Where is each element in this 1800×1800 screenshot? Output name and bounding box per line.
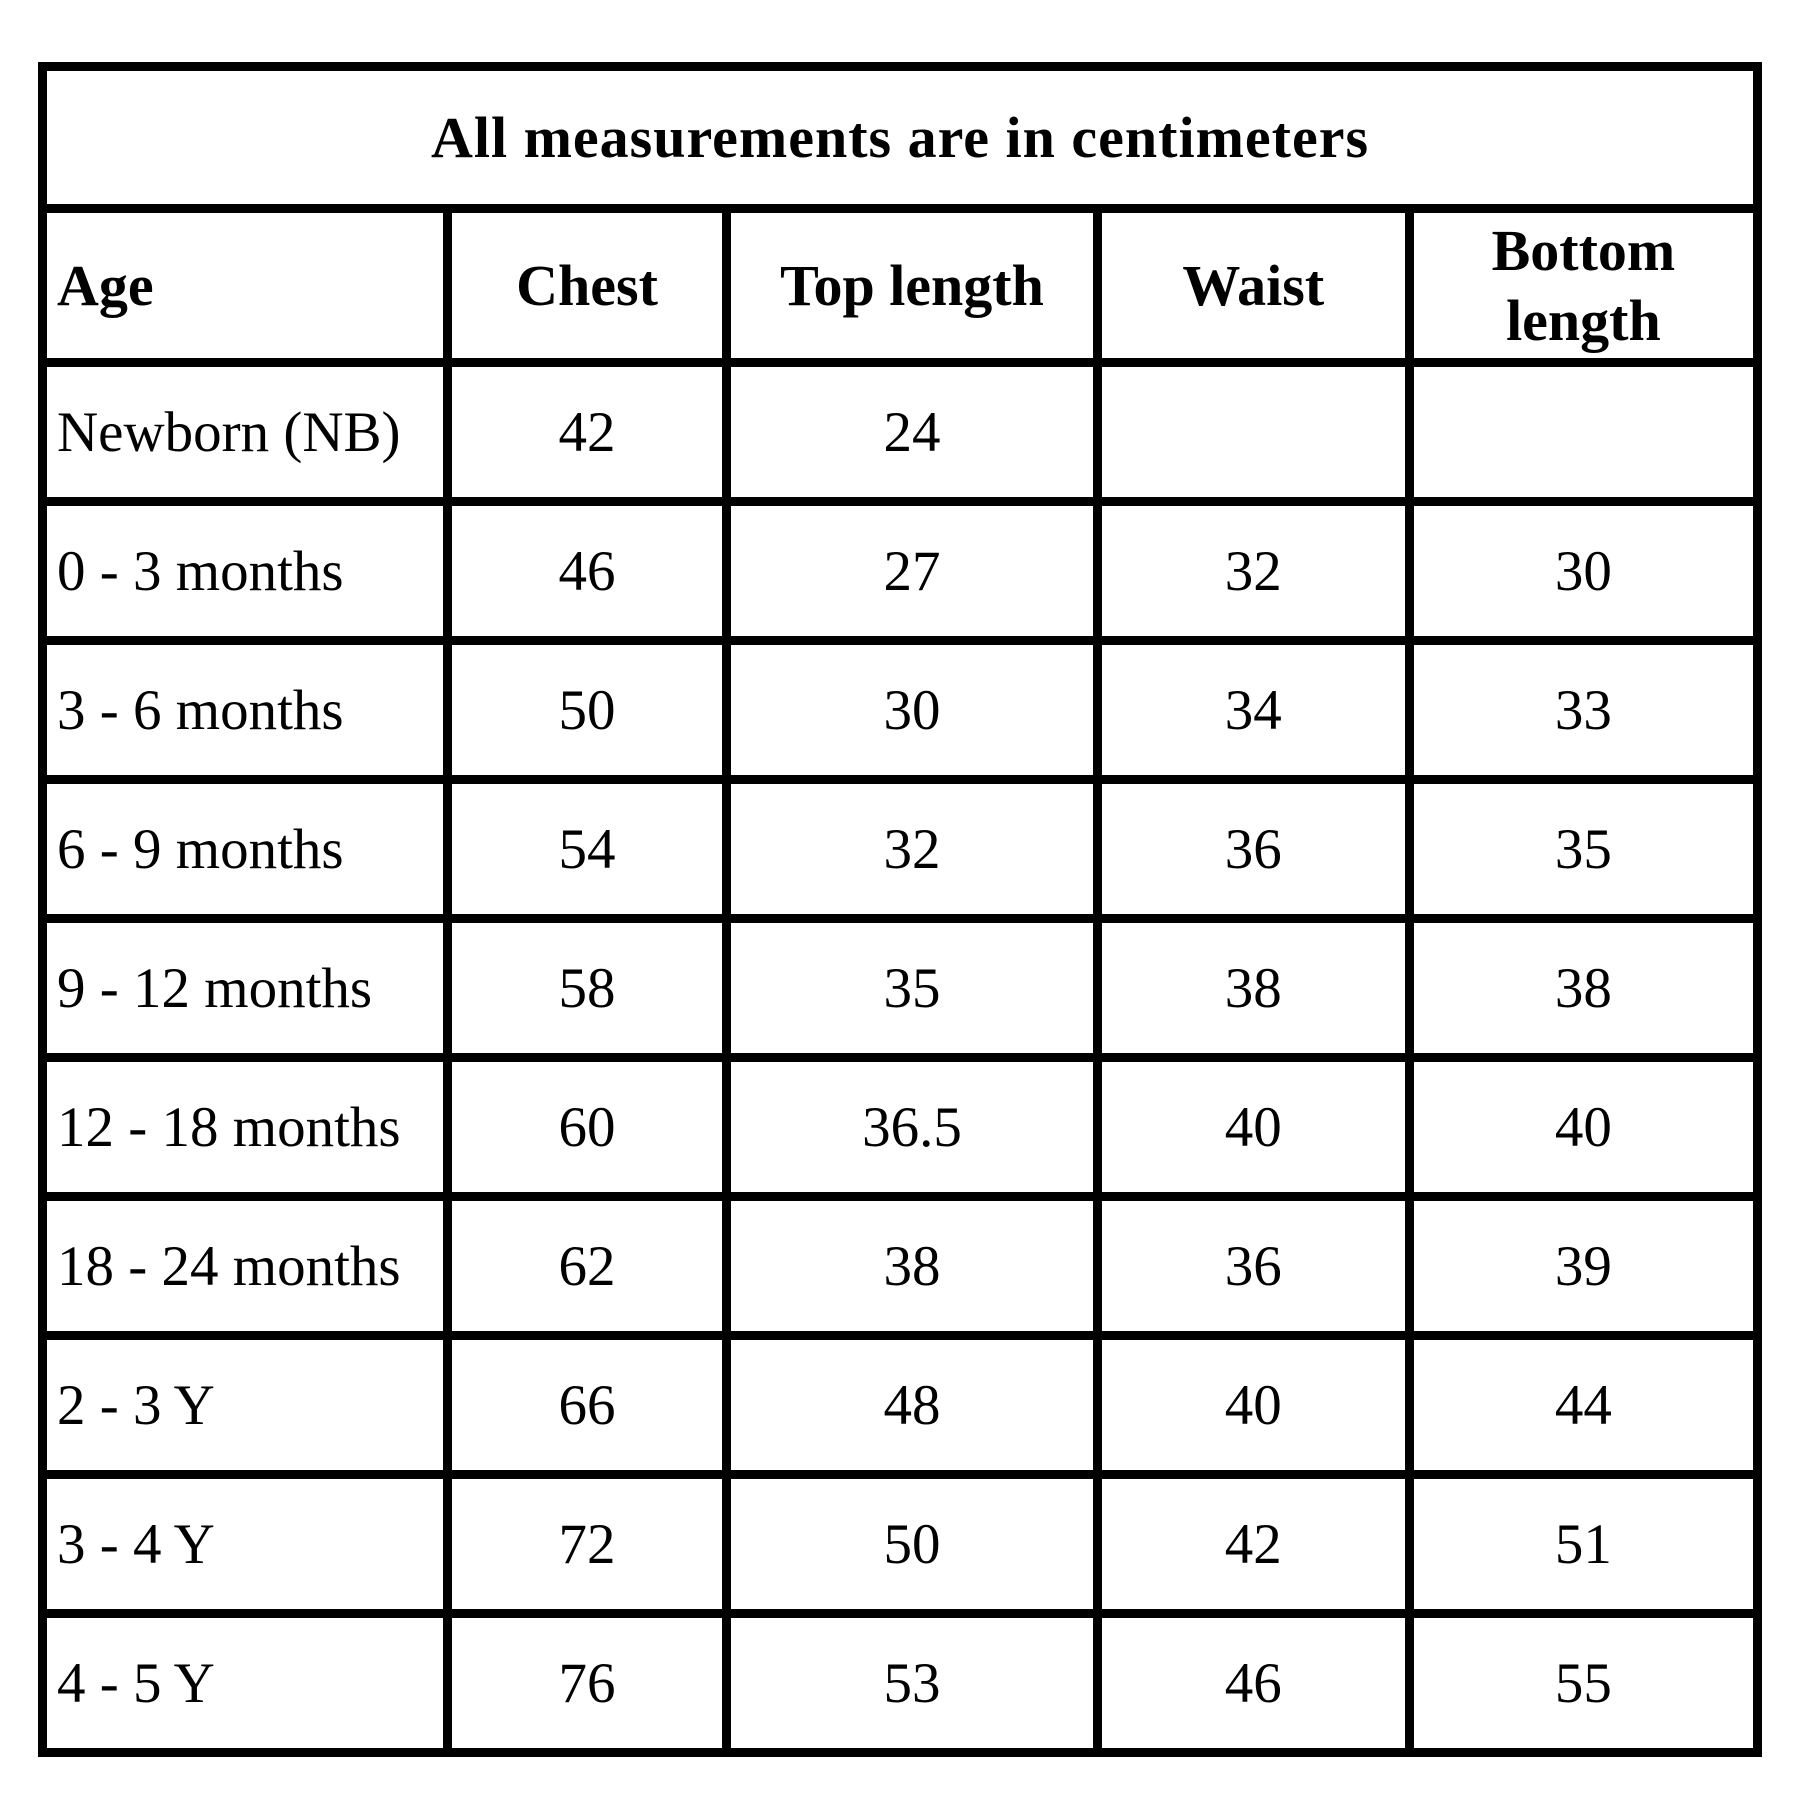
value-cell: 40	[1092, 1331, 1414, 1479]
value-cell: 66	[442, 1331, 732, 1479]
age-cell: 4 - 5 Y	[38, 1609, 452, 1757]
value-cell: 40	[1404, 1053, 1763, 1201]
column-header-waist: Waist	[1092, 204, 1414, 367]
table-row: Newborn (NB) 42 24	[38, 358, 1763, 506]
value-cell: 38	[1092, 914, 1414, 1062]
table-row: 12 - 18 months 60 36.5 40 40	[38, 1053, 1763, 1201]
value-cell: 62	[442, 1192, 732, 1340]
table-row: 6 - 9 months 54 32 36 35	[38, 775, 1763, 923]
age-cell: 3 - 6 months	[38, 636, 452, 784]
age-cell: Newborn (NB)	[38, 358, 452, 506]
value-cell: 50	[442, 636, 732, 784]
table-title-row: All measurements are in centimeters	[38, 62, 1762, 213]
value-cell: 33	[1404, 636, 1763, 784]
table-row: 9 - 12 months 58 35 38 38	[38, 914, 1763, 1062]
value-cell: 76	[442, 1609, 732, 1757]
table-body: Newborn (NB) 42 24 0 - 3 months 46 27 32 30 3 - …	[38, 358, 1763, 1757]
value-cell: 38	[1404, 914, 1763, 1062]
value-cell: 48	[722, 1331, 1102, 1479]
value-cell: 27	[722, 497, 1102, 645]
value-cell: 58	[442, 914, 732, 1062]
table-row: 3 - 4 Y 72 50 42 51	[38, 1470, 1763, 1618]
age-cell: 6 - 9 months	[38, 775, 452, 923]
age-cell: 0 - 3 months	[38, 497, 452, 645]
age-cell: 18 - 24 months	[38, 1192, 452, 1340]
column-header-top-length: Top length	[722, 204, 1102, 367]
value-cell	[1092, 358, 1414, 506]
value-cell: 35	[1404, 775, 1763, 923]
table-row: 0 - 3 months 46 27 32 30	[38, 497, 1763, 645]
value-cell: 44	[1404, 1331, 1763, 1479]
value-cell	[1404, 358, 1763, 506]
table-header-row: Age Chest Top length Waist Bottom length	[38, 204, 1763, 367]
value-cell: 32	[722, 775, 1102, 923]
value-cell: 40	[1092, 1053, 1414, 1201]
column-header-bottom-length: Bottom length	[1404, 204, 1763, 367]
value-cell: 50	[722, 1470, 1102, 1618]
table-row: 2 - 3 Y 66 48 40 44	[38, 1331, 1763, 1479]
value-cell: 39	[1404, 1192, 1763, 1340]
value-cell: 36	[1092, 1192, 1414, 1340]
age-cell: 2 - 3 Y	[38, 1331, 452, 1479]
value-cell: 36.5	[722, 1053, 1102, 1201]
value-cell: 53	[722, 1609, 1102, 1757]
value-cell: 32	[1092, 497, 1414, 645]
value-cell: 60	[442, 1053, 732, 1201]
table-row: 3 - 6 months 50 30 34 33	[38, 636, 1763, 784]
value-cell: 36	[1092, 775, 1414, 923]
value-cell: 55	[1404, 1609, 1763, 1757]
value-cell: 30	[722, 636, 1102, 784]
table-row: 4 - 5 Y 76 53 46 55	[38, 1609, 1763, 1757]
table-title: All measurements are in centimeters	[38, 62, 1762, 213]
value-cell: 42	[1092, 1470, 1414, 1618]
value-cell: 72	[442, 1470, 732, 1618]
value-cell: 30	[1404, 497, 1763, 645]
column-header-chest: Chest	[442, 204, 732, 367]
value-cell: 38	[722, 1192, 1102, 1340]
column-header-age: Age	[38, 204, 452, 367]
value-cell: 51	[1404, 1470, 1763, 1618]
age-cell: 3 - 4 Y	[38, 1470, 452, 1618]
value-cell: 42	[442, 358, 732, 506]
size-chart-table: All measurements are in centimeters Age …	[38, 62, 1763, 1757]
table-row: 18 - 24 months 62 38 36 39	[38, 1192, 1763, 1340]
value-cell: 46	[442, 497, 732, 645]
age-cell: 9 - 12 months	[38, 914, 452, 1062]
value-cell: 24	[722, 358, 1102, 506]
value-cell: 35	[722, 914, 1102, 1062]
value-cell: 34	[1092, 636, 1414, 784]
value-cell: 54	[442, 775, 732, 923]
value-cell: 46	[1092, 1609, 1414, 1757]
age-cell: 12 - 18 months	[38, 1053, 452, 1201]
